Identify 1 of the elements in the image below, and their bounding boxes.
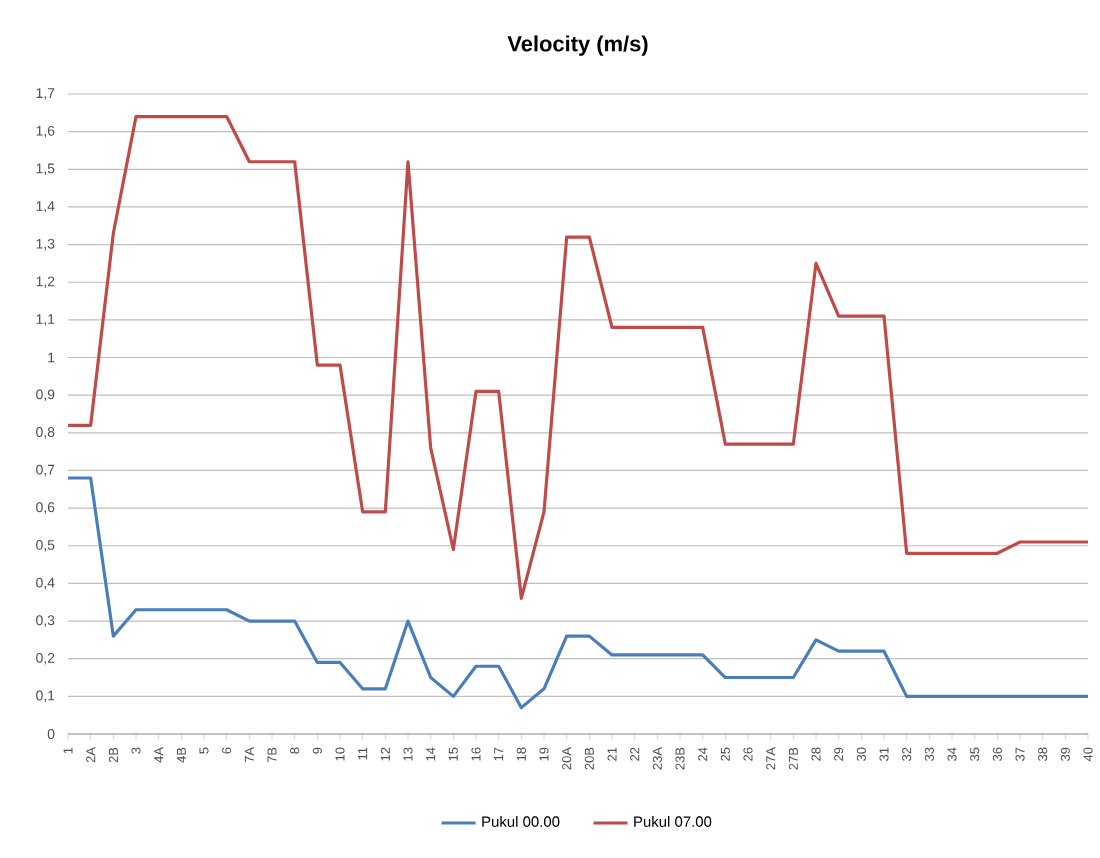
chart-title: Velocity (m/s) [507, 35, 648, 56]
